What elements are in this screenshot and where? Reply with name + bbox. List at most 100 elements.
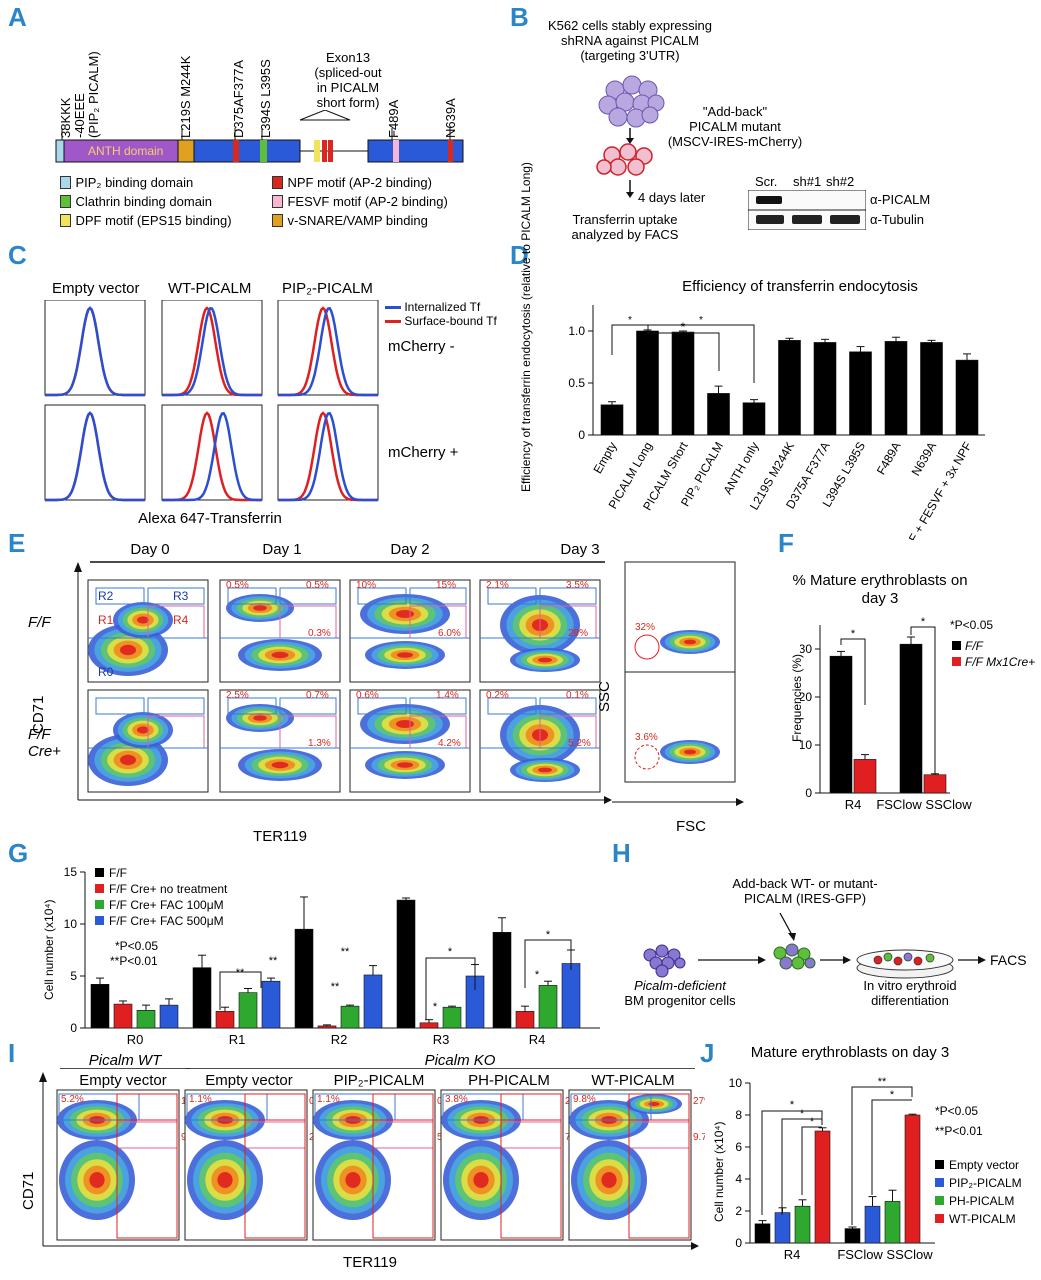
legend-item: Clathrin binding domain	[60, 193, 270, 212]
y-tick-label: 0	[735, 1236, 742, 1250]
surface-bound-curve	[162, 306, 262, 397]
gate	[500, 1093, 562, 1239]
gate	[372, 1093, 434, 1239]
sig-star: **	[341, 946, 350, 958]
y-tick-label: 0	[805, 786, 812, 800]
gate	[628, 1093, 690, 1239]
i-col-4: WT-PICALM	[591, 1072, 675, 1089]
gate-r2	[487, 697, 537, 715]
gate-r3	[539, 587, 597, 605]
g-category-label: R4	[529, 1032, 546, 1045]
y-tick-label: 20	[800, 690, 812, 704]
f-cat-r4: R4	[845, 797, 862, 812]
c-row-minus: mCherry -	[388, 338, 455, 355]
sig-bracket	[219, 971, 262, 1010]
gate	[244, 1093, 306, 1239]
y-tick-label: 15	[64, 865, 78, 879]
panel-label-d: D	[510, 240, 529, 270]
bar	[814, 1130, 831, 1244]
e-row-cre: F/F Cre+	[28, 726, 61, 760]
legend-label: F/F Cre+ FAC 500μM	[109, 914, 224, 928]
density-blob	[137, 726, 149, 734]
ssc-plot-frame	[624, 561, 736, 673]
gate-r3	[539, 697, 597, 715]
histogram-frame	[44, 404, 146, 501]
legend-label: F/F Cre+ no treatment	[109, 882, 228, 896]
i-col-1: Empty vector	[205, 1072, 293, 1089]
gate-percent: 1.1%	[317, 1094, 340, 1105]
e-fsc-label: FSC	[676, 818, 706, 835]
legend-label: PH-PICALM	[949, 1194, 1014, 1208]
gate-percent: 3.5%	[566, 580, 589, 591]
panel-label-e: E	[8, 528, 26, 558]
density-blob	[137, 616, 149, 624]
gate-percent: 0.6%	[356, 690, 379, 701]
legend-label: WT-PICALM	[949, 1212, 1016, 1226]
j-ylabel: Cell number (x10⁴)	[712, 1121, 726, 1222]
j-title: Mature erythroblasts on day 3	[750, 1044, 950, 1061]
histogram-frame	[161, 300, 263, 396]
legend-item: NPF motif (AP-2 binding)	[272, 174, 502, 193]
gate-r3	[279, 697, 337, 715]
sig-star: *	[628, 315, 632, 326]
y-tick-label: 4	[735, 1172, 742, 1186]
sig-star: **	[878, 1076, 887, 1088]
sig-bracket	[761, 1110, 823, 1215]
g-category-label: R3	[433, 1032, 450, 1045]
bar	[261, 980, 281, 1029]
bar	[294, 928, 314, 1029]
b-bottom-text: Transferrin uptake analyzed by FACS	[571, 212, 679, 242]
bar	[778, 340, 801, 436]
density-blob	[396, 610, 414, 618]
bar	[215, 1011, 235, 1029]
bar	[159, 1004, 179, 1029]
d-category-label: F489A	[874, 440, 904, 478]
h-left-text: Picalm-deficient BM progenitor cells	[624, 978, 736, 1008]
bar	[904, 1114, 921, 1244]
domain-bar	[55, 110, 464, 163]
gate-r3	[409, 697, 467, 715]
bar	[561, 963, 581, 1029]
density-blob	[601, 1172, 617, 1188]
density-blob	[217, 1172, 233, 1188]
legend-swatch	[935, 1196, 944, 1205]
sig-star: *	[800, 1108, 805, 1120]
legend-swatch	[935, 1178, 944, 1187]
sig-star: **	[269, 955, 278, 967]
histogram-frame	[161, 404, 263, 501]
g-ylabel: Cell number (x10⁴)	[42, 899, 56, 1000]
e-row-ff: F/F	[28, 614, 51, 631]
gate-percent: 0.3%	[308, 628, 331, 639]
legend-col-right: NPF motif (AP-2 binding) FESVF motif (AP…	[272, 174, 502, 231]
bar	[317, 1025, 337, 1029]
gate	[186, 1093, 268, 1121]
bar	[538, 985, 558, 1029]
e-day0: Day 0	[130, 541, 170, 558]
gate	[570, 1093, 652, 1121]
bar	[707, 393, 730, 436]
y-tick-label: 10	[64, 917, 78, 931]
sig-bracket	[611, 324, 649, 355]
e-ssc-label: SSC	[596, 681, 613, 712]
y-tick-label: 2	[735, 1204, 742, 1218]
gate-percent: 2.1%	[486, 580, 509, 591]
gate	[58, 1093, 140, 1121]
gate-percent: 5.2%	[568, 738, 591, 749]
histogram-frame	[44, 300, 146, 396]
density-blob	[397, 762, 413, 768]
panel-label-c: C	[8, 240, 27, 270]
histogram-frame	[277, 300, 379, 396]
gate-r2	[357, 697, 407, 715]
i-x-arrowhead	[691, 1242, 699, 1250]
gate-label: R2	[98, 589, 114, 603]
gate-percent: 1.3%	[308, 738, 331, 749]
bar	[864, 1205, 881, 1244]
y-tick-label: 10	[800, 738, 812, 752]
gate-label: R0	[98, 665, 114, 679]
bar	[853, 759, 877, 794]
bar	[600, 404, 624, 436]
internalized-curve	[278, 411, 378, 502]
g-chart-svg: 0 5 10 15 R0 R1 R2 R3 R4 F/F F/F Cre+ no treatment…	[64, 865, 600, 1045]
legend-swatch	[95, 884, 104, 893]
